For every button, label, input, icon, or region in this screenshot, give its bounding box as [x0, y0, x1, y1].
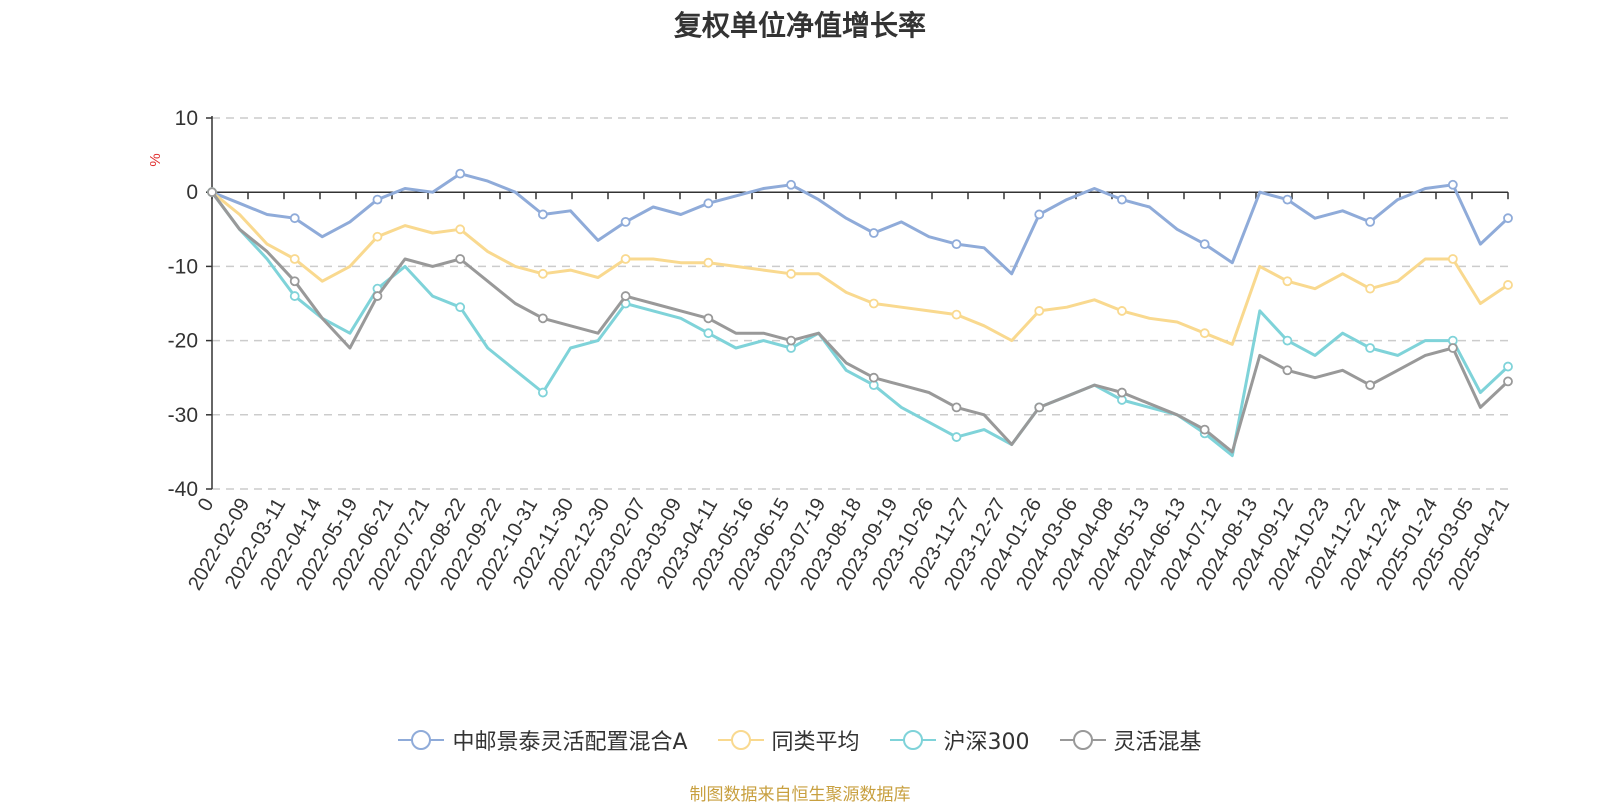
data-point [703, 257, 714, 268]
data-point [372, 194, 383, 205]
data-point [703, 328, 714, 339]
data-point [372, 231, 383, 242]
legend: 中邮景泰灵活配置混合A 同类平均 沪深300 灵活混基 [0, 724, 1600, 756]
data-point [1503, 376, 1513, 387]
grid-lines [212, 117, 1508, 490]
legend-label: 同类平均 [771, 730, 860, 755]
series-line-2 [210, 191, 1510, 458]
data-point [1365, 283, 1376, 294]
data-point [1117, 387, 1127, 398]
data-point [620, 291, 631, 301]
y-tick-label: -20 [168, 330, 198, 353]
data-point [455, 168, 466, 179]
data-point [951, 432, 962, 442]
data-point [1034, 402, 1045, 413]
data-point [1117, 306, 1127, 316]
data-point [1365, 380, 1376, 391]
data-point [1282, 365, 1293, 376]
data-point [951, 239, 962, 250]
series-line-3 [210, 191, 1510, 454]
legend-swatch-icon [1059, 730, 1106, 750]
data-point [537, 313, 548, 324]
data-point [537, 387, 548, 398]
y-axis: 10 0 -10 -20 -30 -40 [168, 107, 213, 501]
data-point [1365, 343, 1376, 353]
line-chart: 10 0 -10 -20 -30 -40 02022-02-092022-03-11202… [147, 107, 1514, 594]
legend-item[interactable]: 中邮景泰灵活配置混合A [398, 724, 688, 756]
data-point [1447, 254, 1458, 264]
data-point [1282, 194, 1293, 205]
data-point [1365, 216, 1376, 227]
data-point [951, 309, 962, 320]
x-tick-label: 0 [194, 495, 219, 516]
y-tick-label: -30 [168, 404, 198, 427]
data-point [537, 209, 548, 220]
data-point [868, 228, 879, 238]
data-point [1503, 280, 1513, 290]
data-point [1447, 343, 1458, 353]
legend-item[interactable]: 灵活混基 [1059, 724, 1202, 756]
data-point [537, 268, 548, 279]
data-point [207, 187, 217, 198]
data-point [289, 276, 300, 287]
data-point [1503, 213, 1513, 224]
data-point [372, 291, 383, 301]
legend-label: 沪深300 [943, 730, 1030, 755]
data-point [455, 302, 466, 313]
y-axis-unit: % [147, 153, 164, 166]
legend-swatch-icon [717, 730, 764, 750]
series-lines [207, 168, 1513, 458]
data-point [1034, 306, 1045, 316]
legend-swatch-icon [889, 730, 936, 750]
data-point [786, 179, 796, 190]
data-point [1199, 328, 1210, 339]
data-point [703, 313, 714, 324]
data-point [1117, 194, 1127, 205]
data-source-note: 制图数据来自恒生聚源数据库 [689, 785, 911, 805]
data-point [1282, 335, 1293, 346]
data-point [868, 298, 879, 309]
legend-item[interactable]: 同类平均 [717, 724, 860, 756]
legend-swatch-icon [398, 730, 445, 750]
legend-label: 灵活混基 [1113, 730, 1202, 755]
y-tick-label: 0 [186, 181, 198, 204]
data-point [1282, 276, 1293, 287]
data-point [455, 224, 466, 235]
data-point [1034, 209, 1045, 220]
data-point [289, 254, 300, 264]
y-tick-label: -40 [168, 478, 198, 501]
data-point [786, 268, 796, 279]
legend-label: 中邮景泰灵活配置混合A [452, 730, 688, 755]
data-point [868, 372, 879, 383]
data-point [703, 198, 714, 209]
chart-title: 复权单位净值增长率 [673, 9, 926, 42]
data-point [1199, 424, 1210, 435]
data-point [786, 335, 796, 346]
y-tick-label: -10 [168, 255, 198, 278]
data-point [1199, 239, 1210, 250]
x-axis: 02022-02-092022-03-112022-04-142022-05-1… [184, 191, 1514, 594]
y-tick-label: 10 [175, 107, 198, 130]
legend-item[interactable]: 沪深300 [889, 724, 1030, 756]
data-point [620, 254, 631, 264]
data-point [455, 254, 466, 264]
data-point [951, 402, 962, 413]
data-point [1503, 361, 1513, 372]
series-line-0 [211, 172, 1510, 276]
data-point [289, 291, 300, 301]
data-point [1447, 179, 1458, 190]
data-point [289, 213, 300, 224]
data-point [620, 216, 631, 227]
